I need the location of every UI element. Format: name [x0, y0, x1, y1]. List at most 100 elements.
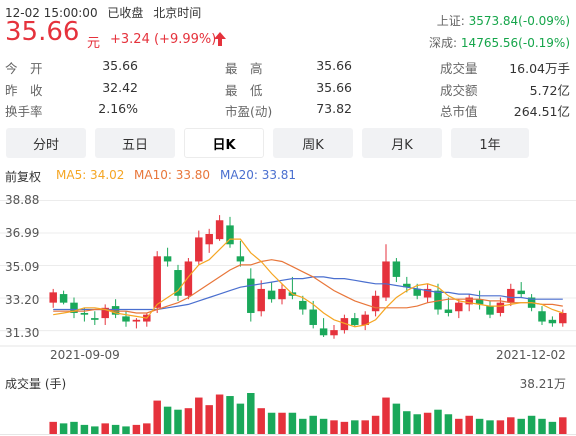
candle-body — [205, 233, 213, 245]
volume-bar — [465, 415, 473, 434]
candle-body — [392, 261, 401, 277]
candle-body — [163, 256, 172, 262]
amount-label: 成交额 — [440, 83, 478, 98]
ma20-line — [53, 276, 563, 311]
x-label-start: 2021-09-09 — [50, 348, 120, 362]
volume-bar — [475, 418, 484, 434]
volume-bar — [163, 406, 172, 434]
low-label: 最 低 — [225, 83, 263, 98]
tab-one-year[interactable]: 1年 — [451, 128, 529, 158]
volume-bar — [527, 415, 536, 434]
volume-bar — [236, 403, 245, 434]
volume-bar — [330, 420, 338, 434]
market-cap-label: 总市值 — [440, 104, 478, 119]
candle-body — [70, 302, 78, 313]
prev-close-label: 昨 收 — [5, 83, 43, 98]
tab-daily-k[interactable]: 日K — [184, 128, 264, 158]
volume-bar — [132, 424, 141, 434]
turnover-label: 换手率 — [5, 104, 43, 119]
candle-body — [132, 319, 141, 322]
index-sh[interactable]: 上证: 3573.84(-0.09%) — [437, 12, 570, 29]
prev-close-value: 32.42 — [102, 80, 138, 95]
current-price: 35.66 — [5, 17, 80, 47]
tab-monthly-k[interactable]: 月K — [362, 128, 442, 158]
candle-body — [340, 318, 349, 331]
volume-bar — [101, 423, 109, 434]
candle-body — [382, 261, 390, 298]
volume-max: 38.21万 — [519, 377, 566, 391]
candle-body — [455, 302, 463, 312]
candle-body — [122, 316, 130, 322]
candle-body — [267, 290, 276, 300]
pe-label: 市盈(动) — [225, 104, 273, 119]
volume-bar — [444, 414, 453, 434]
candle-body — [195, 237, 203, 262]
x-label-end: 2021-12-02 — [496, 348, 566, 362]
y-tick-5: 31.30 — [5, 326, 40, 340]
candle-body — [49, 292, 57, 303]
tab-five-day[interactable]: 五日 — [95, 128, 175, 158]
ma5-line — [53, 238, 563, 328]
volume-bar — [153, 400, 161, 434]
volume-bar — [496, 420, 505, 434]
candle-body — [559, 312, 567, 324]
candle-body — [486, 306, 494, 315]
candle-body — [496, 302, 505, 313]
y-tick-3: 35.09 — [5, 260, 40, 274]
volume-bar — [122, 426, 130, 434]
candle-body — [538, 311, 546, 322]
volume-bar — [403, 411, 411, 434]
candle-body — [361, 314, 369, 325]
kline-chart[interactable] — [0, 188, 576, 436]
candle-body — [236, 256, 245, 262]
candle-body — [299, 300, 307, 310]
volume-bar — [309, 415, 317, 434]
market-cap-value: 264.51亿 — [513, 104, 570, 119]
candle-body — [475, 299, 484, 305]
candle-body — [465, 297, 473, 305]
candle-body — [215, 220, 224, 240]
volume-bar — [70, 421, 78, 434]
candle-body — [403, 283, 411, 288]
volume-bar — [184, 408, 193, 434]
y-tick-4: 33.20 — [5, 293, 40, 307]
candle-body — [278, 288, 286, 300]
volume-bar — [517, 418, 525, 434]
price-currency: 元 — [87, 36, 101, 51]
price-change: +3.24 (+9.99%) — [110, 32, 216, 47]
volume-bar — [278, 412, 286, 434]
candle-body — [351, 318, 359, 325]
high-label: 最 高 — [225, 61, 263, 76]
volume-bar — [548, 421, 557, 434]
index-sz-value: 14765.56(-0.19%) — [460, 36, 570, 50]
candle-body — [371, 295, 380, 312]
amount-value: 5.72亿 — [529, 83, 570, 98]
candle-body — [413, 288, 421, 296]
ma10-legend: MA10: 33.80 — [134, 168, 211, 182]
volume-bar — [143, 423, 151, 434]
datetime-text: 12-02 15:00:00 — [5, 6, 98, 20]
index-sz[interactable]: 深成: 14765.56(-0.19%) — [429, 34, 570, 51]
change-percent: (+9.99%) — [153, 32, 217, 47]
ma10-line — [53, 259, 563, 314]
open-value: 35.66 — [102, 58, 138, 73]
candle-body — [507, 288, 515, 303]
volume-bar — [455, 418, 463, 434]
volume-bar — [91, 426, 99, 434]
market-status: 已收盘 — [107, 6, 144, 20]
low-value: 35.66 — [316, 80, 352, 95]
tab-intraday[interactable]: 分时 — [6, 128, 86, 158]
adjust-mode[interactable]: 前复权 — [5, 170, 42, 184]
tab-weekly-k[interactable]: 周K — [273, 128, 353, 158]
y-tick-1: 38.88 — [5, 193, 40, 207]
index-sz-label: 深成: — [429, 36, 458, 50]
volume-bar — [507, 417, 515, 434]
candle-body — [80, 312, 89, 315]
volume-bar — [174, 409, 182, 434]
volume-bar — [247, 393, 255, 434]
change-amount: +3.24 — [110, 32, 150, 47]
candle-body — [111, 306, 120, 315]
volume-bar — [299, 418, 307, 434]
candle-body — [330, 330, 338, 336]
arrow-up-icon — [214, 32, 226, 46]
